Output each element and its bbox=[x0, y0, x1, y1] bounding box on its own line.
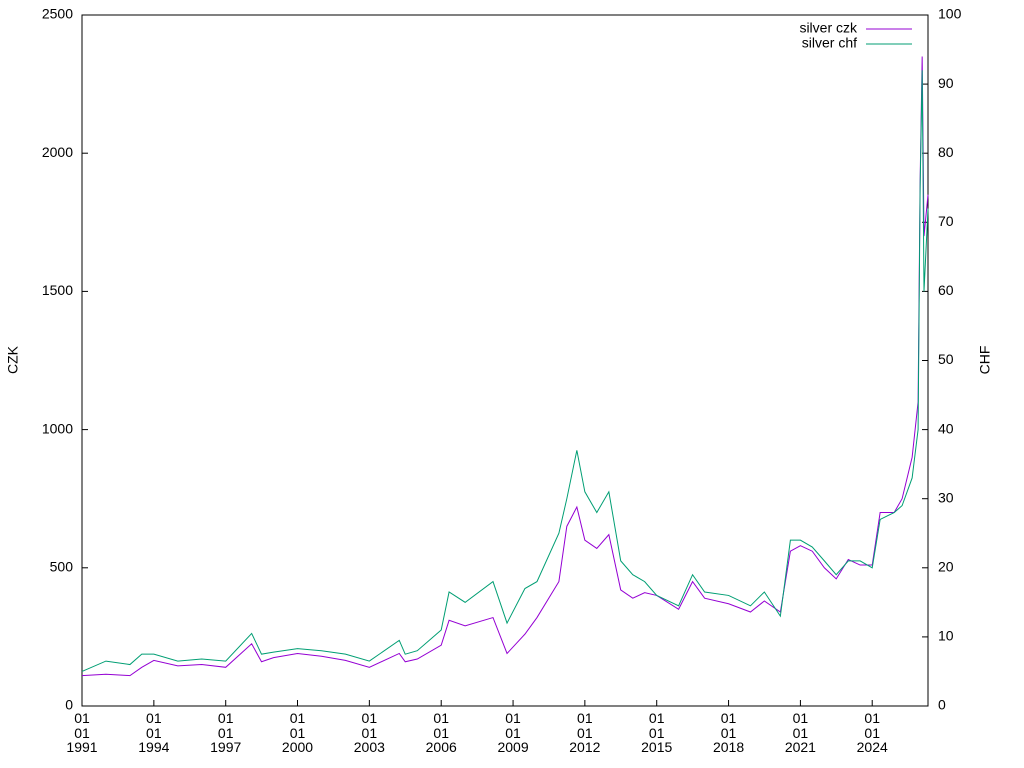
plot-frame bbox=[81, 14, 929, 707]
x-tick-label: 01 01 2018 bbox=[712, 710, 745, 755]
y2-tick-label: 60 bbox=[938, 282, 954, 298]
x-tick-label: 01 01 2009 bbox=[497, 710, 529, 755]
y2-tick-label: 0 bbox=[938, 697, 946, 713]
y2-tick-label: 50 bbox=[938, 351, 954, 367]
y2-tick-label: 10 bbox=[938, 628, 954, 644]
y-tick-label: 500 bbox=[50, 559, 74, 575]
x-tick-label: 01 01 2000 bbox=[281, 710, 314, 755]
y-axis-label: CZK bbox=[5, 345, 21, 374]
x-tick-label: 01 01 1994 bbox=[138, 710, 170, 755]
legend-label: silver czk bbox=[799, 20, 858, 36]
x-tick-label: 01 01 2015 bbox=[641, 710, 673, 755]
y2-axis-label: CHF bbox=[977, 346, 993, 375]
series-line bbox=[81, 70, 929, 672]
legend-label: silver chf bbox=[802, 35, 857, 51]
y2-tick-label: 100 bbox=[938, 6, 962, 22]
y2-tick-label: 80 bbox=[938, 144, 954, 160]
x-tick-label: 01 01 2024 bbox=[856, 710, 888, 755]
y2-tick-label: 20 bbox=[938, 559, 954, 575]
y2-tick-label: 30 bbox=[938, 489, 954, 505]
y-tick-label: 2000 bbox=[42, 144, 73, 160]
y-tick-label: 1000 bbox=[42, 420, 73, 436]
x-tick-label: 01 01 1997 bbox=[210, 710, 242, 755]
x-tick-label: 01 01 2003 bbox=[353, 710, 385, 755]
y2-tick-label: 90 bbox=[938, 75, 954, 91]
y-tick-label: 1500 bbox=[42, 282, 73, 298]
y2-tick-label: 70 bbox=[938, 213, 954, 229]
y-tick-label: 0 bbox=[65, 697, 73, 713]
series-line bbox=[81, 56, 929, 677]
x-tick-label: 01 01 1991 bbox=[66, 710, 98, 755]
y2-tick-label: 40 bbox=[938, 420, 954, 436]
x-tick-label: 01 01 2021 bbox=[784, 710, 816, 755]
x-tick-label: 01 01 2006 bbox=[425, 710, 457, 755]
x-tick-label: 01 01 2012 bbox=[569, 710, 601, 755]
y-tick-label: 2500 bbox=[42, 6, 73, 22]
